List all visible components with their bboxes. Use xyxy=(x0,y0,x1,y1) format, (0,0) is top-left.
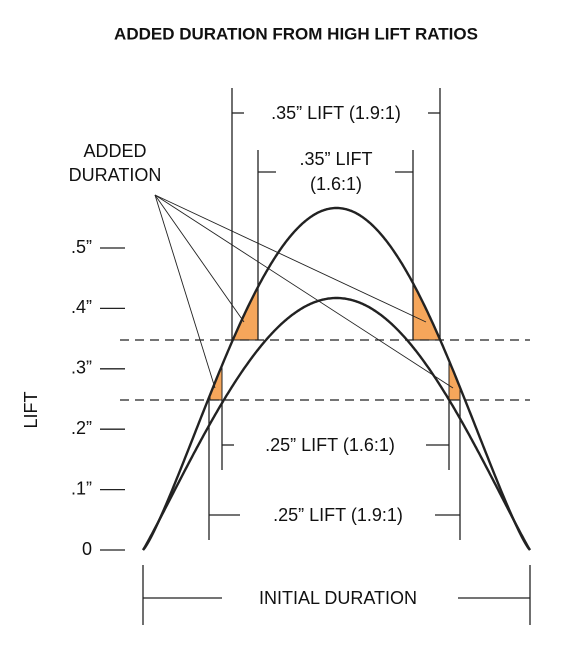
y-tick-label: .4” xyxy=(71,297,92,317)
curves xyxy=(141,206,532,551)
dimension-label: .25” LIFT (1.9:1) xyxy=(273,505,403,525)
y-tick-label: .3” xyxy=(71,358,92,378)
leader-line xyxy=(154,194,245,323)
y-tick-label: .5” xyxy=(71,237,92,257)
leader-line xyxy=(154,194,454,389)
y-ticks: 0 .1” .2” .3” .4” .5” xyxy=(71,237,125,559)
title: ADDED DURATION FROM HIGH LIFT RATIOS xyxy=(114,24,478,43)
dimension-label: .35” LIFT (1.9:1) xyxy=(271,103,401,123)
y-tick-label: .1” xyxy=(71,478,92,498)
dimension-label: INITIAL DURATION xyxy=(259,588,417,608)
y-tick-label: 0 xyxy=(82,539,92,559)
high-ratio-curve xyxy=(142,206,531,551)
dimension-label: (1.6:1) xyxy=(310,174,362,194)
low-ratio-curve xyxy=(141,296,532,551)
y-tick-label: .2” xyxy=(71,418,92,438)
added-duration-label: ADDED xyxy=(83,141,146,161)
dimension-label: .25” LIFT (1.6:1) xyxy=(265,435,395,455)
dimension-label: .35” LIFT xyxy=(299,149,372,169)
leader-line xyxy=(154,194,427,323)
added-duration-label: DURATION xyxy=(69,165,162,185)
y-axis-label: LIFT xyxy=(21,391,41,428)
leader-line xyxy=(154,194,216,389)
